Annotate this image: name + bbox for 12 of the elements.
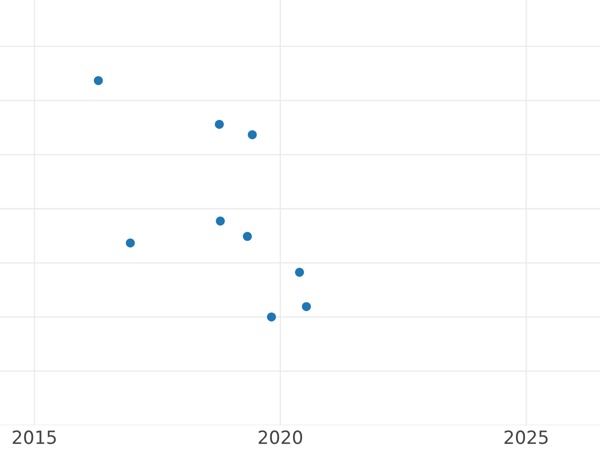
point	[266, 312, 276, 322]
point	[242, 232, 252, 241]
point	[302, 302, 311, 312]
point	[216, 216, 225, 226]
point	[126, 238, 135, 248]
x-tick-label: 2015	[12, 430, 56, 444]
point	[248, 130, 257, 140]
x-tick-label: 2025	[504, 430, 548, 444]
x-tick-label: 2020	[258, 430, 302, 444]
point	[94, 76, 103, 86]
point	[214, 120, 224, 129]
point	[295, 268, 304, 277]
